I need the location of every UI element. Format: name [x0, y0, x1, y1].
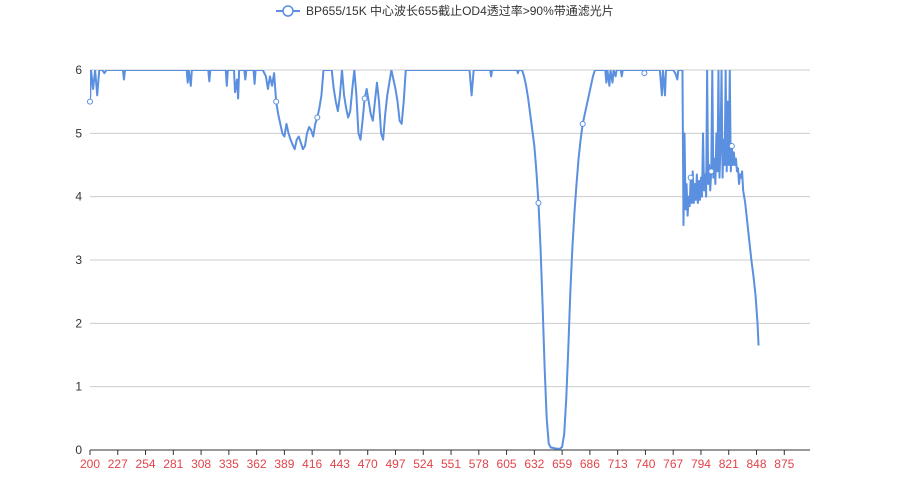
- x-tick-label: 713: [608, 457, 628, 471]
- y-tick-label: 4: [75, 190, 82, 204]
- data-point-marker[interactable]: [87, 98, 93, 105]
- x-tick-label: 794: [691, 457, 711, 471]
- y-tick-label: 0: [75, 443, 82, 457]
- data-point-marker[interactable]: [314, 114, 321, 121]
- x-tick-label: 551: [441, 457, 461, 471]
- legend-label: BP655/15K 中心波长655截止OD4透过率>90%带通滤光片: [306, 3, 614, 18]
- x-tick-label: 767: [663, 457, 683, 471]
- x-tick-label: 875: [774, 457, 794, 471]
- x-tick-label: 308: [191, 457, 211, 471]
- x-tick-label: 416: [302, 457, 322, 471]
- data-point-marker[interactable]: [361, 95, 368, 102]
- data-point-marker[interactable]: [579, 120, 586, 127]
- x-axis-ticks: 200 227 254 281 308 335 362 389 416 443 470 497 524 5…: [80, 450, 795, 471]
- x-tick-label: 686: [580, 457, 600, 471]
- x-tick-label: 281: [163, 457, 183, 471]
- y-tick-label: 5: [75, 126, 82, 140]
- series-line[interactable]: [90, 70, 760, 450]
- data-point-marker[interactable]: [708, 168, 715, 175]
- x-tick-label: 362: [247, 457, 267, 471]
- x-tick-label: 497: [385, 457, 405, 471]
- legend[interactable]: BP655/15K 中心波长655截止OD4透过率>90%带通滤光片: [276, 3, 614, 18]
- y-tick-label: 2: [75, 316, 82, 330]
- x-tick-label: 227: [108, 457, 128, 471]
- x-tick-label: 335: [219, 457, 239, 471]
- y-tick-label: 1: [75, 380, 82, 394]
- x-tick-label: 470: [358, 457, 378, 471]
- y-tick-label: 6: [75, 63, 82, 77]
- x-tick-label: 443: [330, 457, 350, 471]
- series-group: [87, 70, 760, 450]
- x-tick-label: 848: [746, 457, 766, 471]
- data-point-marker[interactable]: [728, 143, 735, 149]
- x-tick-label: 740: [635, 457, 655, 471]
- x-tick-label: 200: [80, 457, 100, 471]
- x-tick-label: 821: [719, 457, 739, 471]
- legend-marker-symbol: [282, 5, 294, 17]
- data-point-marker[interactable]: [641, 70, 648, 77]
- y-axis-ticks: 0 1 2 3 4 5 6: [75, 63, 82, 457]
- x-tick-label: 632: [524, 457, 544, 471]
- x-tick-label: 254: [136, 457, 156, 471]
- y-tick-label: 3: [75, 253, 82, 267]
- data-point-marker[interactable]: [687, 174, 694, 181]
- x-tick-label: 389: [274, 457, 294, 471]
- x-tick-label: 659: [552, 457, 572, 471]
- data-point-marker[interactable]: [535, 200, 542, 206]
- x-tick-label: 605: [497, 457, 517, 471]
- data-point-marker[interactable]: [273, 98, 280, 105]
- x-tick-label: 524: [413, 457, 433, 471]
- y-gridlines: [90, 69, 810, 388]
- x-tick-label: 578: [469, 457, 489, 471]
